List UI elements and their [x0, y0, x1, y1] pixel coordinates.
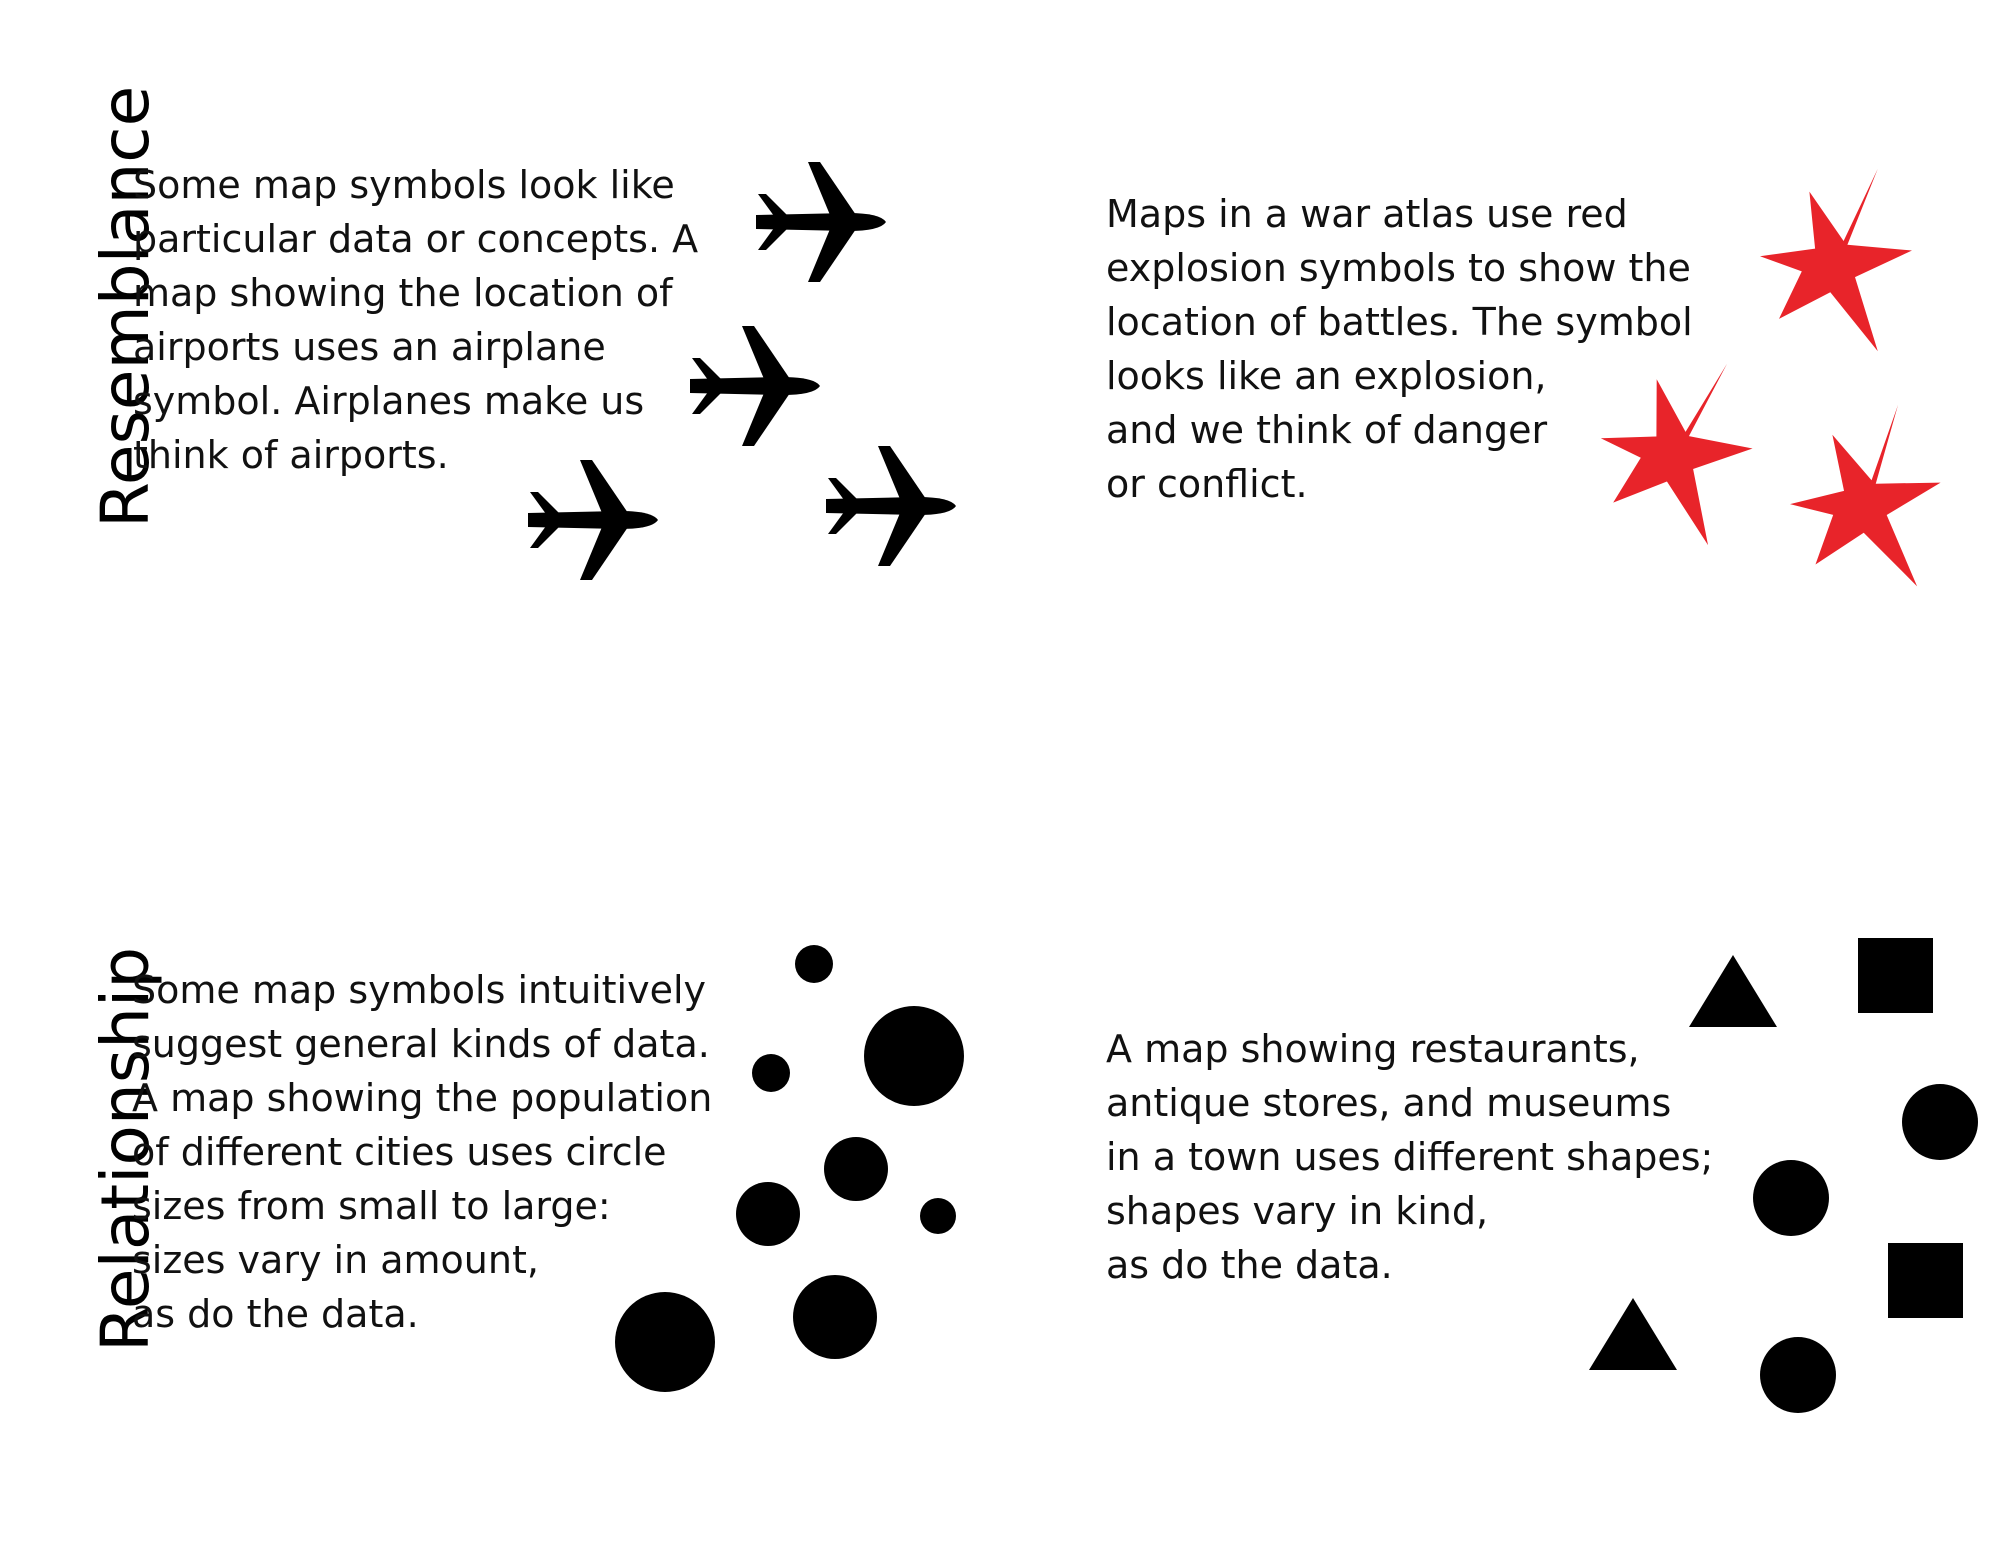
explosion-star-icon — [1760, 168, 1912, 352]
airplane-icon — [826, 446, 956, 566]
text-line: A map showing restaurants, — [1106, 1027, 1640, 1071]
circle-icon — [1902, 1084, 1978, 1160]
text-line: suggest general kinds of data. — [132, 1022, 710, 1066]
text-line: as do the data. — [1106, 1243, 1393, 1287]
text-line: Maps in a war atlas use red — [1106, 192, 1628, 236]
circle-icon — [1753, 1160, 1829, 1236]
text-line: airports uses an airplane — [133, 325, 606, 369]
text-line: in a town uses different shapes; — [1106, 1135, 1714, 1179]
square-icon — [1858, 938, 1933, 1013]
airplane-icon — [756, 162, 886, 282]
text-line: as do the data. — [132, 1292, 419, 1336]
text-line: sizes vary in amount, — [132, 1238, 539, 1282]
triangle-icon — [1589, 1298, 1677, 1370]
circle-icon — [793, 1275, 877, 1359]
text-line: location of battles. The symbol — [1106, 300, 1693, 344]
text-line: antique stores, and museums — [1106, 1081, 1672, 1125]
explosion-paragraph: Maps in a war atlas use red explosion sy… — [1106, 187, 1693, 511]
airplane-icon — [528, 460, 658, 580]
airports-paragraph: Some map symbols look like particular da… — [133, 158, 698, 482]
text-line: particular data or concepts. A — [133, 217, 699, 261]
text-line: and we think of danger — [1106, 408, 1548, 452]
text-line: think of airports. — [133, 433, 449, 477]
text-line: A map showing the population — [132, 1076, 713, 1120]
text-line: map showing the location of — [133, 271, 673, 315]
shapes-paragraph: A map showing restaurants, antique store… — [1106, 1022, 1713, 1292]
circle-icon — [1760, 1337, 1836, 1413]
circle-icon — [864, 1006, 964, 1106]
circle-icon — [824, 1137, 888, 1201]
explosion-star-icon — [1590, 351, 1762, 549]
airplane-icon — [690, 326, 820, 446]
circle-icon — [736, 1182, 800, 1246]
explosion-star-icon — [1780, 401, 1952, 599]
circle-icon — [752, 1054, 790, 1092]
text-line: Some map symbols intuitively — [132, 968, 707, 1012]
text-line: Some map symbols look like — [133, 163, 675, 207]
square-icon — [1888, 1243, 1963, 1318]
text-line: shapes vary in kind, — [1106, 1189, 1489, 1233]
circles-paragraph: Some map symbols intuitively suggest gen… — [132, 963, 712, 1341]
text-line: symbol. Airplanes make us — [133, 379, 645, 423]
text-line: explosion symbols to show the — [1106, 246, 1691, 290]
circle-icon — [795, 945, 833, 983]
text-line: of different cities uses circle — [132, 1130, 667, 1174]
text-line: sizes from small to large: — [132, 1184, 611, 1228]
circle-icon — [920, 1198, 956, 1234]
text-line: or conflict. — [1106, 462, 1308, 506]
triangle-icon — [1689, 955, 1777, 1027]
text-line: looks like an explosion, — [1106, 354, 1547, 398]
circle-icon — [615, 1292, 715, 1392]
